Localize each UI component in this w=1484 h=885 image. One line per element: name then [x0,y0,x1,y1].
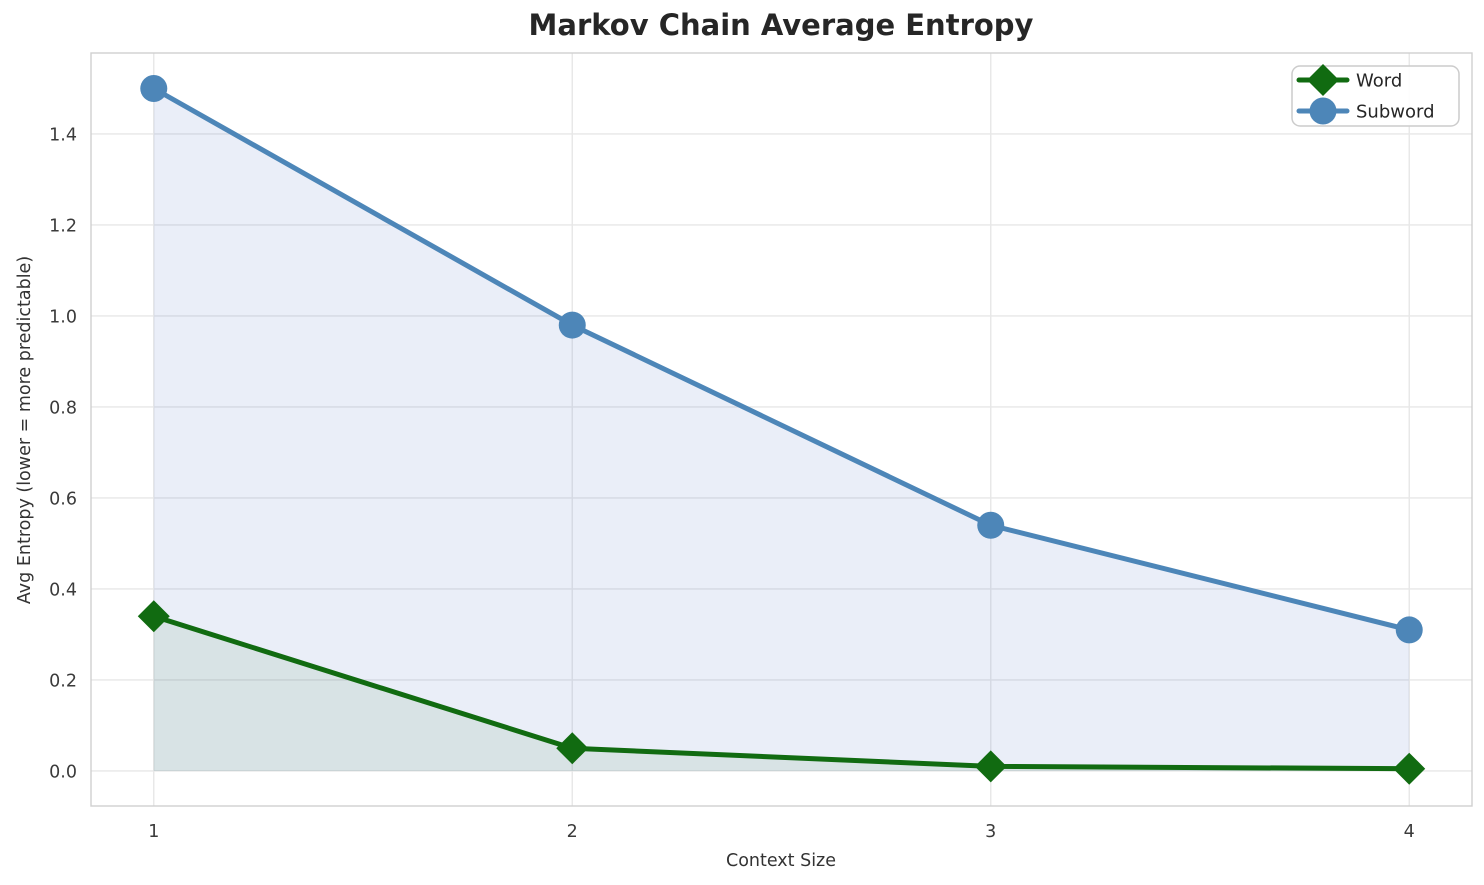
x-axis-label: Context Size [726,851,836,871]
legend-marker-diamond [1307,64,1339,96]
y-tick-label: 0.6 [49,489,77,509]
y-tick-label: 1.0 [49,307,77,327]
subword-marker [1395,616,1423,644]
word-area-fill [153,616,1410,771]
x-tick-label: 2 [567,822,578,842]
axes-frame-rect [90,52,1473,807]
y-tick-label: 0.8 [49,398,77,418]
y-tick-label: 0.0 [49,762,77,782]
chart-title: Markov Chain Average Entropy [529,8,1034,42]
legend-label: Subword [1356,102,1435,123]
area-fills [153,88,1410,771]
word-marker [556,732,589,765]
y-axis-label: Avg Entropy (lower = more predictable) [15,256,35,604]
subword-area-fill [153,88,1410,771]
legend-item-word: Word [1296,64,1402,96]
word-marker [137,600,170,633]
y-tick-label: 0.4 [49,580,77,600]
y-tick-label: 1.2 [49,216,77,236]
legend-label: Word [1356,71,1402,92]
y-tick-label: 0.2 [49,671,77,691]
subword-line [151,85,1412,633]
word-marker [1393,752,1426,785]
legend: Word Subword [1291,64,1460,127]
subword-marker [977,511,1005,539]
legend-marker-circle [1309,97,1337,125]
axes-frame [90,52,1473,807]
x-tick-label: 1 [148,822,159,842]
legend-item-subword: Subword [1296,97,1435,125]
word-line [151,613,1412,772]
y-tick-label: 1.4 [49,125,77,145]
word-marker [974,750,1007,783]
gridlines [91,53,1472,806]
x-tick-label: 4 [1404,822,1415,842]
subword-marker [558,311,586,339]
subword-marker [140,74,168,102]
series-lines-and-markers [137,74,1426,785]
tick-labels: 0.0 0.2 0.4 0.6 0.8 1.0 1.2 1.4 1 2 3 4 [49,125,1415,842]
x-tick-label: 3 [985,822,996,842]
